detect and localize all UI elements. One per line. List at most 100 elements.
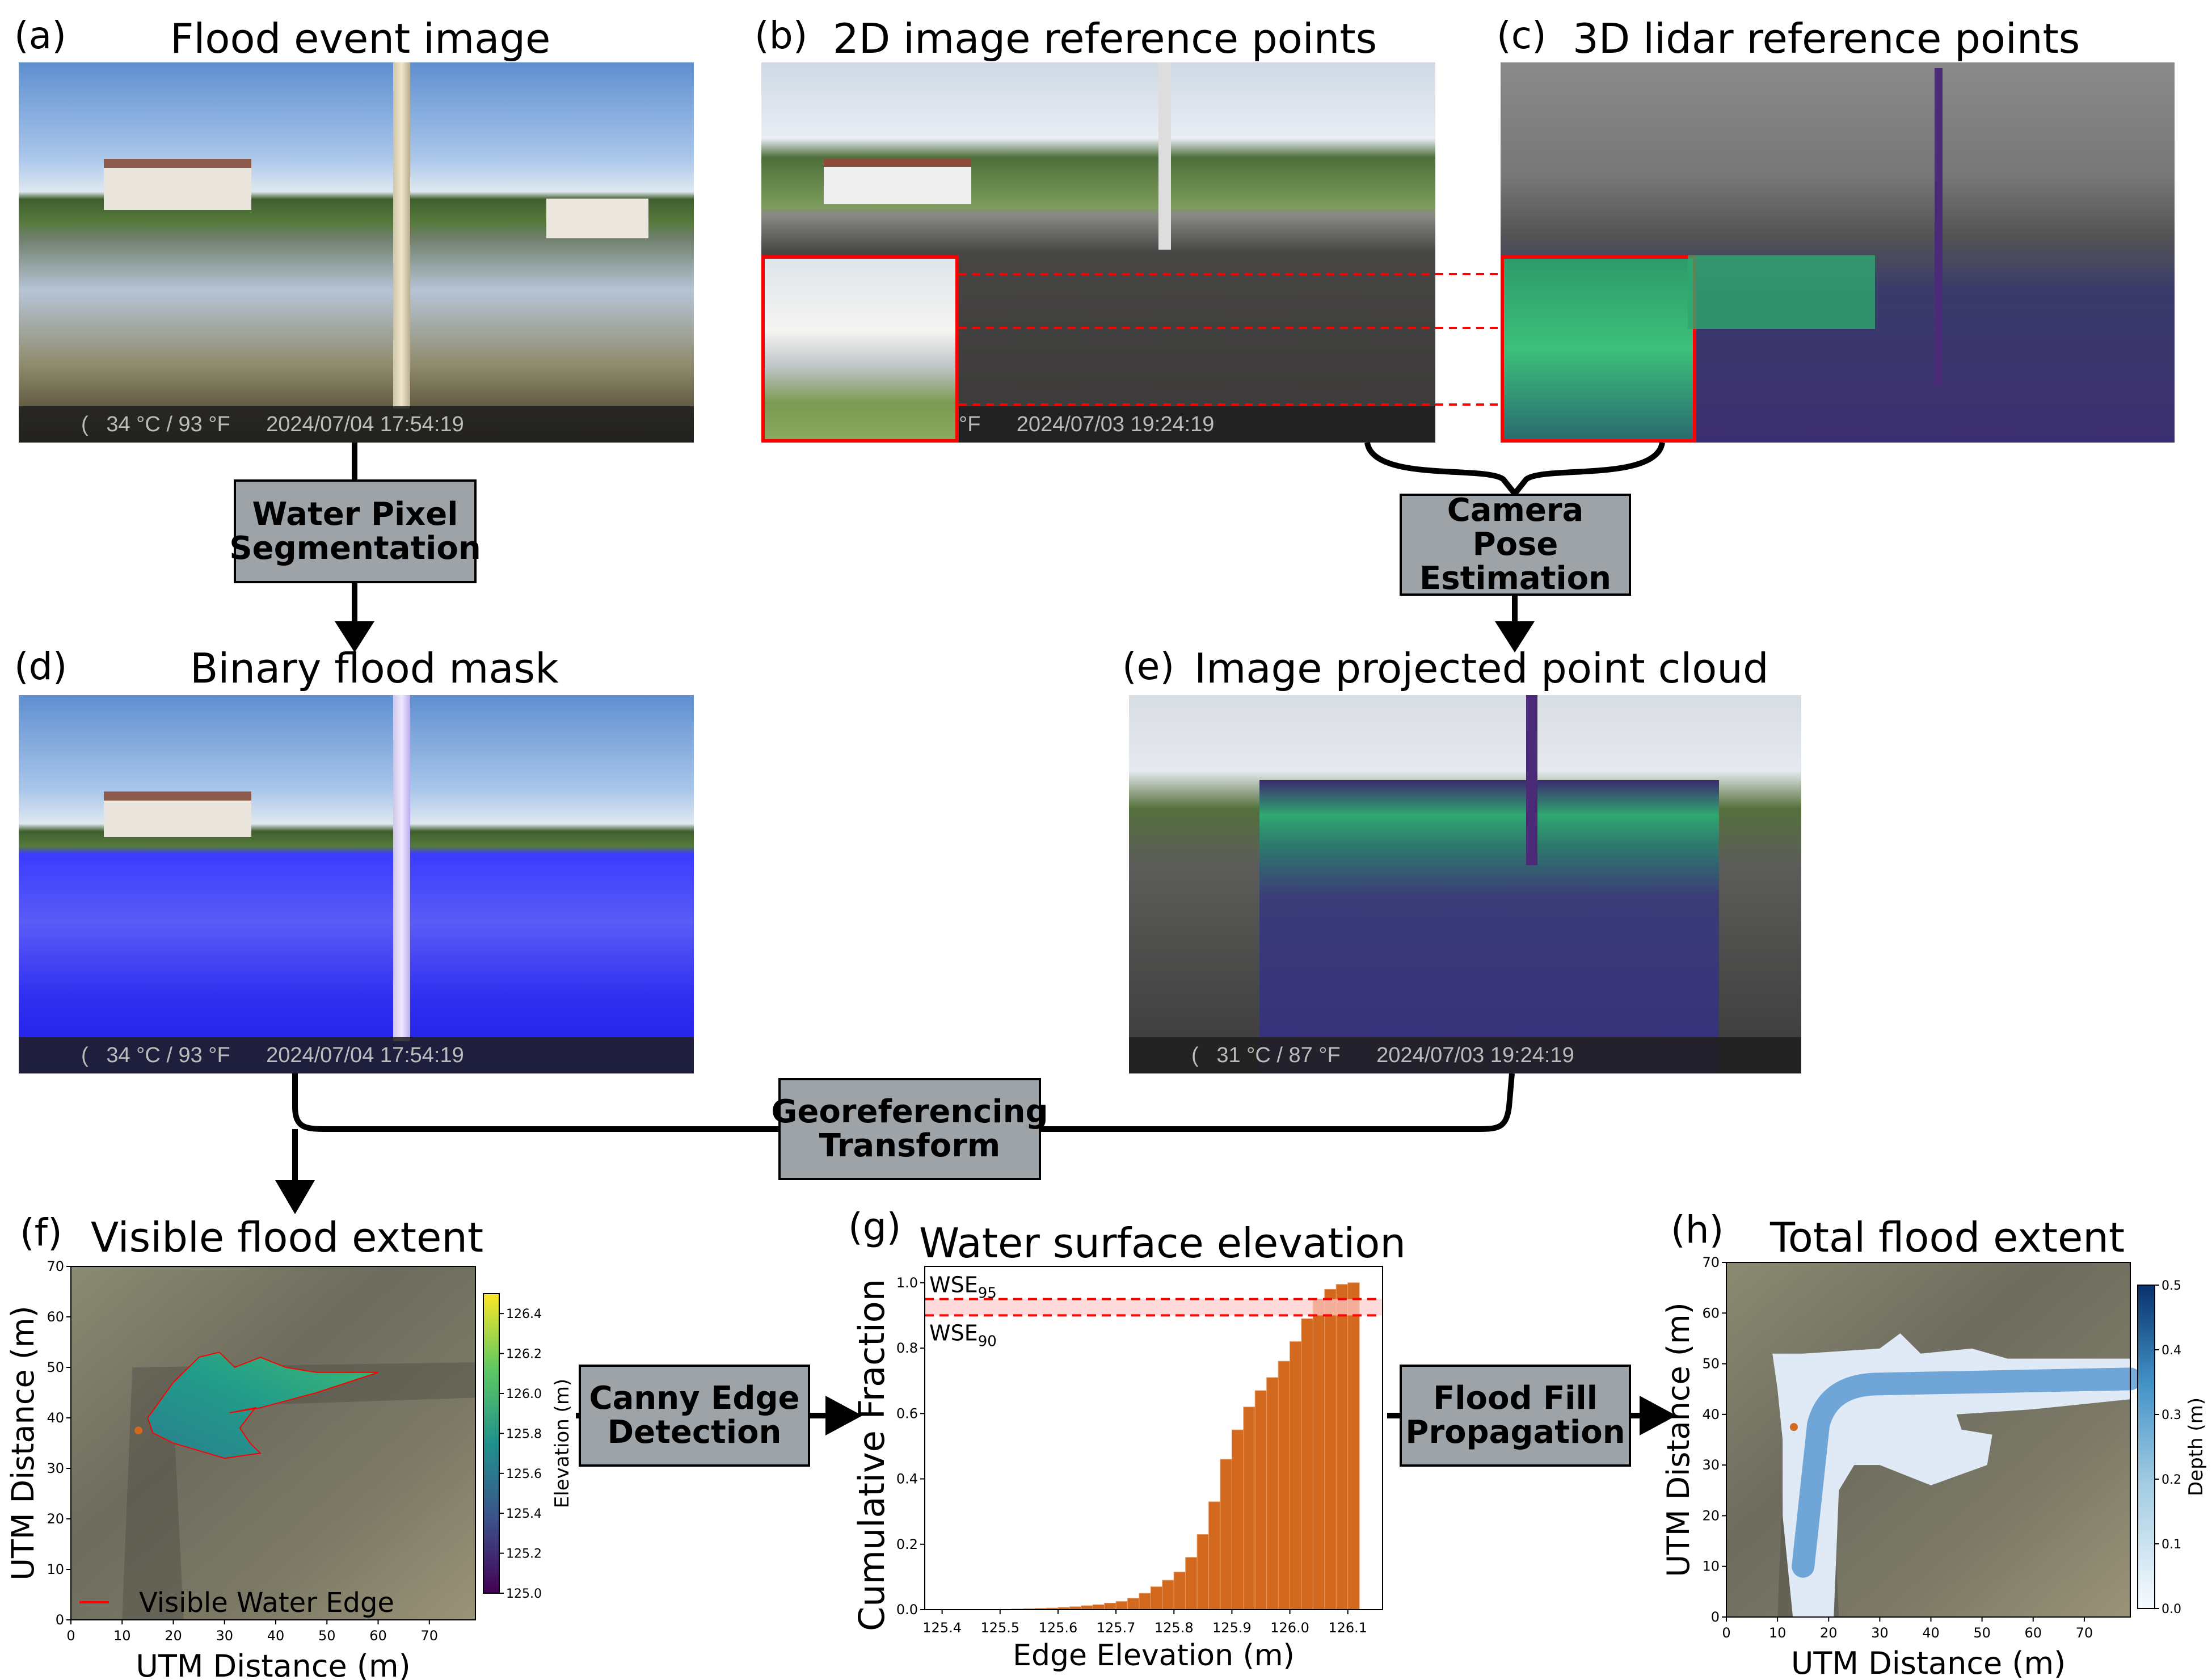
x-tick-label: 40: [267, 1628, 285, 1644]
y-tick-label: 30: [1702, 1457, 1720, 1473]
histogram-bar: [1208, 1501, 1221, 1610]
histogram-bar: [1220, 1459, 1232, 1610]
wse-label: WSE90: [929, 1320, 997, 1350]
y-tick-label: 60: [47, 1309, 64, 1325]
binary-flood-mask: ( 34 °C / 93 °F 2024/07/04 17:54:19: [19, 695, 694, 1073]
utility-pole: [393, 695, 410, 1041]
y-tick-label: 70: [47, 1258, 64, 1274]
y-tick-label: 70: [1702, 1254, 1720, 1270]
y-tick-label: 0.4: [896, 1471, 918, 1487]
histogram-bar: [1324, 1289, 1337, 1610]
datetime-text: 2024/07/04 17:54:19: [266, 1043, 464, 1067]
histogram-bar: [1185, 1557, 1198, 1610]
lidar-point-cloud: [1501, 62, 2175, 443]
colorbar-tick-label: 125.4: [506, 1507, 542, 1521]
step-label: Canny Edge: [589, 1380, 800, 1417]
x-axis-label: UTM Distance (m): [136, 1648, 410, 1680]
elevation-colorbar: [483, 1293, 500, 1594]
panel-title-f: Visible flood extent: [91, 1214, 484, 1261]
y-tick-label: 50: [1702, 1356, 1720, 1372]
y-tick-label: 0: [1711, 1609, 1720, 1625]
step-label: Georeferencing: [771, 1093, 1048, 1130]
panel-title-d: Binary flood mask: [190, 645, 559, 692]
utility-pole: [1158, 62, 1171, 250]
histogram-bar: [1173, 1572, 1186, 1610]
panel-title-g: Water surface elevation: [919, 1219, 1406, 1267]
legend-label: Visible Water Edge: [139, 1587, 394, 1619]
x-tick-label: 20: [1820, 1625, 1838, 1641]
datetime-text: 2024/07/03 19:24:19: [1376, 1043, 1574, 1067]
panel-title-a: Flood event image: [170, 15, 551, 62]
y-tick-label: 20: [47, 1511, 64, 1527]
step-label: Detection: [607, 1414, 782, 1451]
step-label: Propagation: [1405, 1414, 1625, 1451]
histogram-bar: [1231, 1429, 1244, 1610]
wse-band: [925, 1299, 1383, 1316]
flow-line: [292, 1073, 778, 1132]
arrow-head-icon: [275, 1180, 315, 1214]
aerial-basemap: [71, 1266, 475, 1620]
colorbar-tick-label: 126.2: [506, 1348, 542, 1362]
x-tick-label: 125.4: [922, 1620, 962, 1636]
temperature-text: °F: [959, 412, 981, 436]
visible-water-area: [147, 1351, 378, 1459]
flow-line: [1041, 1073, 1515, 1132]
flood-extent-area: [1772, 1333, 2130, 1617]
panel-label-h: (h): [1671, 1208, 1724, 1252]
x-tick-label: 10: [1769, 1625, 1787, 1641]
x-tick-label: 126.0: [1270, 1620, 1309, 1636]
plot-frame: [70, 1266, 476, 1620]
arrow-head-icon: [335, 621, 374, 652]
temperature-text: ( 34 °C / 93 °F: [81, 1043, 230, 1067]
panel-label-f: (f): [20, 1211, 62, 1254]
x-tick-label: 70: [420, 1628, 438, 1644]
road: [122, 1362, 475, 1620]
colorbar-label: Depth (m): [2185, 1397, 2207, 1496]
arrow-head-icon: [1495, 621, 1535, 652]
camera-pose-step: Camera Pose Estimation: [1400, 494, 1631, 596]
step-label: Transform: [819, 1127, 1001, 1164]
arrow-head-icon: [825, 1396, 862, 1435]
x-tick-label: 60: [2024, 1625, 2042, 1641]
temperature-text: ( 31 °C / 87 °F: [1191, 1043, 1341, 1067]
reference-points-photo: °F 2024/07/03 19:24:19: [761, 62, 1435, 443]
y-axis-label: UTM Distance (m): [5, 1306, 41, 1580]
x-tick-label: 125.9: [1212, 1620, 1252, 1636]
colorbar-tick-label: 0.1: [2162, 1538, 2181, 1552]
datetime-text: 2024/07/04 17:54:19: [266, 412, 464, 436]
histogram-bar: [1196, 1534, 1210, 1610]
panel-label-g: (g): [848, 1205, 901, 1249]
utility-pole: [393, 62, 410, 409]
histogram-bar: [1266, 1377, 1279, 1610]
x-tick-label: 125.7: [1097, 1620, 1136, 1636]
x-axis-label: UTM Distance (m): [1791, 1645, 2066, 1680]
total-flood-map: 0 10 20 30 40 50 60 70 0 10 20 30 40 50 60 70 UTM Distan…: [1661, 1254, 2207, 1680]
projected-point-cloud: ( 31 °C / 87 °F 2024/07/03 19:24:19: [1129, 695, 1801, 1073]
x-tick-label: 30: [216, 1628, 233, 1644]
histogram-bar: [1150, 1586, 1163, 1610]
y-tick-label: 0.8: [896, 1340, 918, 1356]
visible-flood-map: 0 10 20 30 40 50 60 70 0 10 20 30 40 50 60 70 UTM Distan…: [5, 1258, 574, 1680]
x-tick-label: 0: [1722, 1625, 1730, 1641]
timestamp-bar: ( 34 °C / 93 °F 2024/07/04 17:54:19: [19, 406, 694, 443]
plot-frame: [1726, 1262, 2131, 1618]
y-tick-label: 40: [47, 1410, 64, 1426]
utility-pole: [1935, 68, 1943, 386]
flow-line: [1512, 441, 1665, 496]
panel-label-c: (c): [1497, 14, 1547, 57]
wse-subscript: 90: [978, 1333, 997, 1350]
colorbar-tick-label: 125.0: [506, 1587, 542, 1601]
panel-title-e: Image projected point cloud: [1194, 645, 1769, 692]
step-label: Flood Fill: [1433, 1380, 1598, 1417]
histogram-bar: [1104, 1602, 1116, 1610]
y-tick-label: 0.2: [896, 1536, 918, 1552]
colorbar-tick-label: 125.8: [506, 1427, 542, 1441]
y-axis-label: UTM Distance (m): [1661, 1302, 1696, 1577]
colorbar-tick-label: 125.2: [506, 1547, 542, 1561]
plot-frame: [924, 1266, 1383, 1610]
x-tick-label: 0: [66, 1628, 75, 1644]
panel-label-d: (d): [14, 645, 68, 688]
x-tick-label: 126.1: [1328, 1620, 1367, 1636]
colorbar-label: Elevation (m): [551, 1379, 574, 1508]
